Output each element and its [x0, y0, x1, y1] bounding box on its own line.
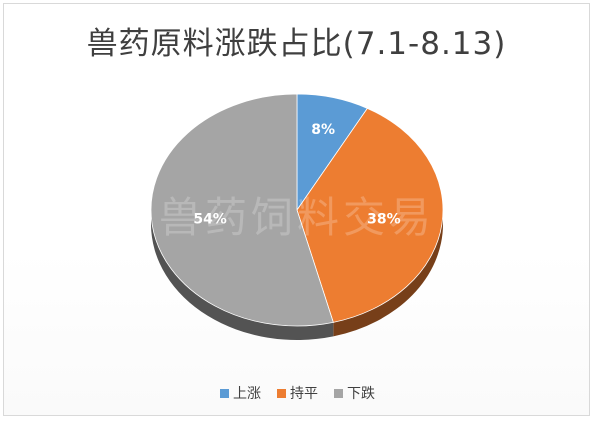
legend-label: 上涨: [233, 386, 261, 402]
legend-swatch: [334, 388, 343, 398]
pie-slice-side-下跌: [151, 210, 334, 340]
pie-slice-持平: [296, 107, 444, 323]
chart-frame: 兽药原料涨跌占比(7.1-8.13): [3, 3, 590, 416]
legend-swatch: [277, 388, 286, 398]
legend-label: 持平: [290, 386, 318, 402]
legend-label: 下跌: [347, 386, 375, 402]
legend-swatch: [220, 388, 229, 398]
data-label-上涨: 8%: [311, 122, 335, 138]
chart-title: 兽药原料涨跌占比(7.1-8.13): [86, 26, 507, 62]
chart-legend: 上涨 持平 下跌: [0, 383, 595, 403]
legend-item-持平: 持平: [277, 383, 318, 403]
watermark-text: 兽药饲料交易: [159, 193, 435, 242]
legend-item-上涨: 上涨: [220, 383, 261, 403]
legend-item-下跌: 下跌: [334, 383, 375, 403]
data-label-下跌: 54%: [193, 212, 227, 228]
data-label-持平: 38%: [367, 212, 401, 228]
pie-slice-下跌: [150, 93, 334, 327]
pie-slice-side-持平: [333, 210, 443, 337]
